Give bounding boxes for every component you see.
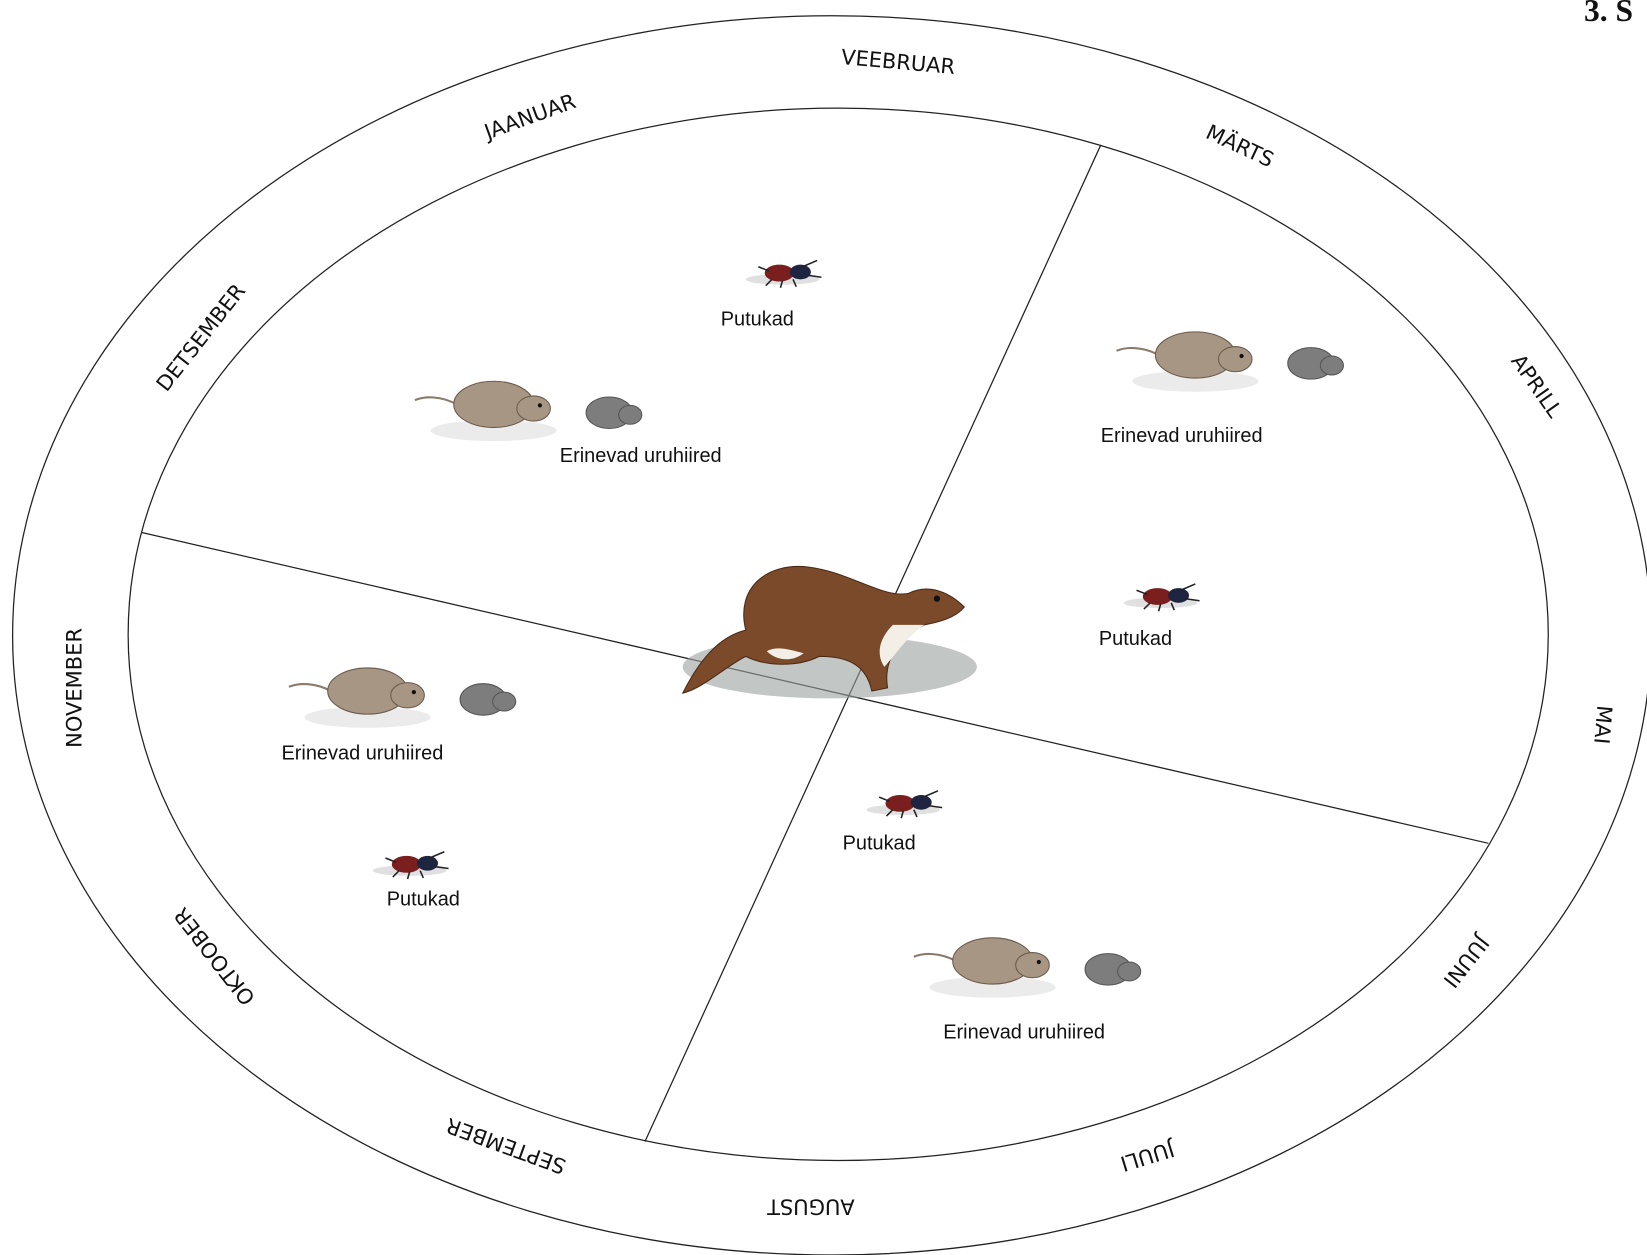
food-label: Putukad: [721, 309, 794, 331]
food-label: Putukad: [843, 833, 916, 855]
month-label: VEEBRUAR: [840, 45, 956, 79]
mouse-tail: [1117, 348, 1159, 355]
month-label: JUULI: [1118, 1136, 1179, 1176]
mice-illustration: [1117, 332, 1344, 392]
food-label: Putukad: [1099, 628, 1172, 650]
beetle-illustration: [1124, 584, 1200, 611]
beetle-head: [911, 795, 932, 810]
beetle-illustration: [867, 791, 943, 818]
mouse-head: [391, 683, 425, 708]
food-label: Erinevad uruhiired: [1101, 425, 1263, 447]
mouse-eye: [538, 403, 542, 407]
food-label: Erinevad uruhiired: [943, 1022, 1105, 1044]
beetle-body: [1143, 588, 1172, 605]
mouse-head: [1016, 953, 1050, 978]
mouse-eye: [412, 690, 416, 694]
weasel: [683, 566, 977, 698]
beetle-body: [392, 856, 421, 873]
food-label: Erinevad uruhiired: [560, 445, 722, 467]
mouse-head: [1218, 347, 1252, 372]
small-mouse-head: [1118, 962, 1141, 981]
month-label: DETSEMBER: [152, 279, 251, 396]
small-mouse-head: [619, 405, 642, 424]
food-wheel: 3. S JAANUAR VEEBRUAR MÄRTS APRILL MAI JUUNI J…: [0, 0, 1647, 1255]
month-label: MAI: [1589, 704, 1616, 745]
small-mouse-head: [493, 692, 516, 711]
month-label: SEPTEMBER: [443, 1113, 569, 1179]
food-label: Putukad: [387, 888, 460, 910]
food-label: Erinevad uruhiired: [281, 742, 443, 764]
mouse-tail: [415, 397, 457, 404]
beetle-illustration: [373, 852, 449, 879]
beetle-head: [417, 856, 438, 871]
month-label: AUGUST: [767, 1195, 855, 1219]
month-label: MÄRTS: [1202, 119, 1278, 172]
beetle-body: [765, 265, 794, 282]
page: 3. S JAANUAR VEEBRUAR MÄRTS APRILL MAI JUUNI J…: [0, 0, 1647, 1255]
mouse-eye: [1037, 960, 1041, 964]
month-label: NOVEMBER: [63, 628, 87, 748]
small-mouse-head: [1320, 356, 1343, 375]
month-label: OKTOOBER: [169, 903, 260, 1010]
month-label: JUUNI: [1438, 929, 1494, 992]
page-title: 3. S: [1584, 0, 1633, 28]
mouse-head: [517, 396, 551, 421]
mouse-tail: [914, 954, 956, 961]
beetle-illustration: [746, 260, 822, 287]
beetle-head: [1168, 588, 1189, 603]
beetle-head: [790, 265, 811, 280]
mouse-eye: [1239, 354, 1243, 358]
mouse-tail: [289, 684, 331, 691]
month-label: JAANUAR: [479, 89, 579, 145]
beetle-body: [885, 795, 914, 812]
mice-illustration: [914, 938, 1141, 998]
month-label: APRILL: [1506, 350, 1567, 422]
mice-illustration: [289, 668, 516, 728]
mice-illustration: [415, 381, 642, 441]
